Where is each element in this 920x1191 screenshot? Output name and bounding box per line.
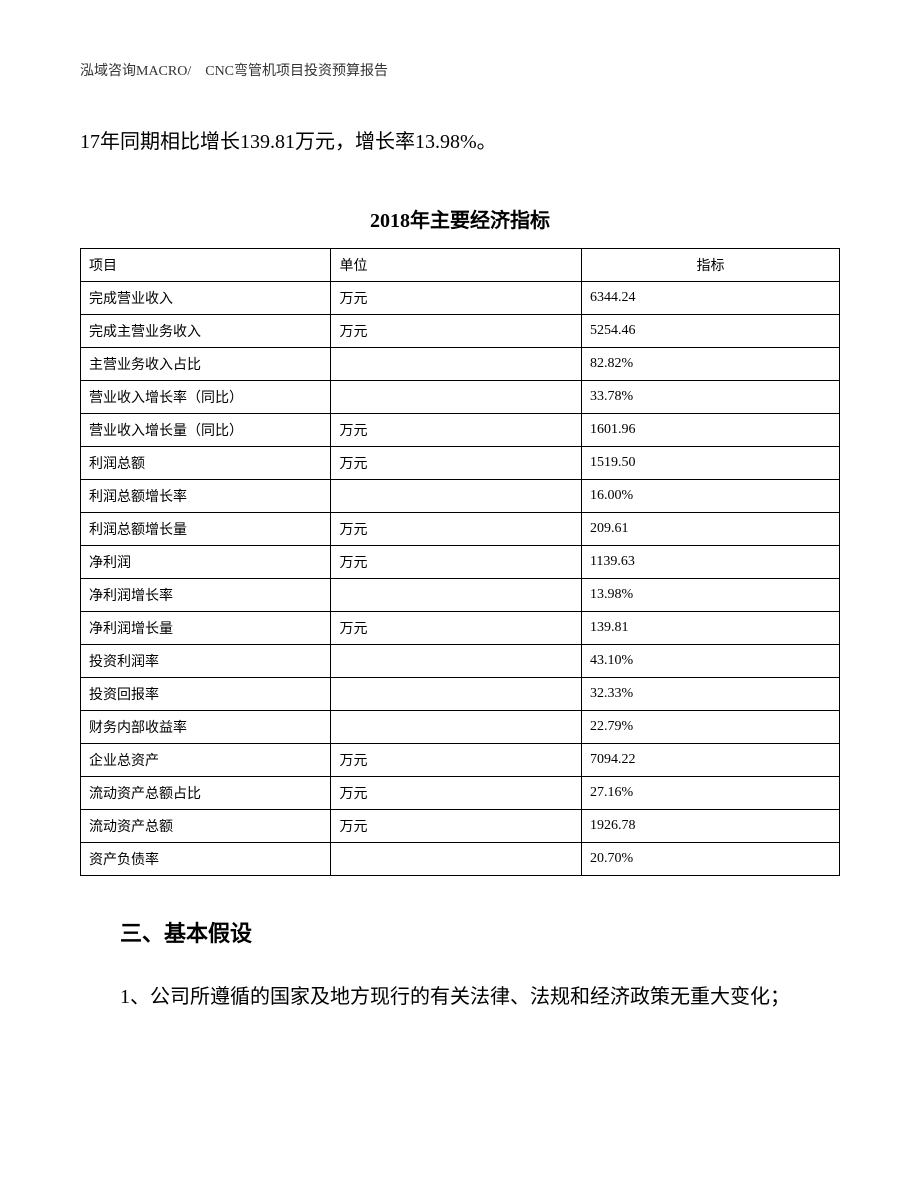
table-row: 财务内部收益率 22.79% xyxy=(81,711,840,744)
table-cell xyxy=(331,678,581,711)
table-row: 营业收入增长率（同比） 33.78% xyxy=(81,381,840,414)
table-cell xyxy=(331,348,581,381)
table-cell: 5254.46 xyxy=(581,315,839,348)
table-cell: 万元 xyxy=(331,315,581,348)
table-cell: 资产负债率 xyxy=(81,843,331,876)
table-cell xyxy=(331,711,581,744)
table-cell: 利润总额 xyxy=(81,447,331,480)
table-row: 净利润 万元 1139.63 xyxy=(81,546,840,579)
table-row: 企业总资产 万元 7094.22 xyxy=(81,744,840,777)
table-cell: 43.10% xyxy=(581,645,839,678)
table-cell: 32.33% xyxy=(581,678,839,711)
table-cell: 营业收入增长率（同比） xyxy=(81,381,331,414)
table-cell: 20.70% xyxy=(581,843,839,876)
table-row: 完成主营业务收入 万元 5254.46 xyxy=(81,315,840,348)
table-cell: 万元 xyxy=(331,447,581,480)
table-row: 完成营业收入 万元 6344.24 xyxy=(81,282,840,315)
table-cell: 完成主营业务收入 xyxy=(81,315,331,348)
table-cell xyxy=(331,381,581,414)
table-cell xyxy=(331,480,581,513)
economic-indicators-table: 项目 单位 指标 完成营业收入 万元 6344.24 完成主营业务收入 万元 5… xyxy=(80,248,840,876)
table-cell: 流动资产总额占比 xyxy=(81,777,331,810)
table-cell: 1139.63 xyxy=(581,546,839,579)
table-row: 净利润增长率 13.98% xyxy=(81,579,840,612)
table-cell xyxy=(331,579,581,612)
table-cell: 净利润增长率 xyxy=(81,579,331,612)
table-title: 2018年主要经济指标 xyxy=(80,204,840,233)
table-header-cell: 项目 xyxy=(81,249,331,282)
table-row: 投资回报率 32.33% xyxy=(81,678,840,711)
table-cell: 1519.50 xyxy=(581,447,839,480)
table-cell: 1926.78 xyxy=(581,810,839,843)
table-cell: 16.00% xyxy=(581,480,839,513)
table-cell: 主营业务收入占比 xyxy=(81,348,331,381)
table-cell: 净利润 xyxy=(81,546,331,579)
section-heading: 三、基本假设 xyxy=(120,916,840,948)
table-cell: 利润总额增长率 xyxy=(81,480,331,513)
table-header-cell: 单位 xyxy=(331,249,581,282)
table-row: 利润总额 万元 1519.50 xyxy=(81,447,840,480)
table-cell: 7094.22 xyxy=(581,744,839,777)
table-cell xyxy=(331,843,581,876)
table-cell: 82.82% xyxy=(581,348,839,381)
table-cell: 万元 xyxy=(331,612,581,645)
table-cell: 企业总资产 xyxy=(81,744,331,777)
table-body: 完成营业收入 万元 6344.24 完成主营业务收入 万元 5254.46 主营… xyxy=(81,282,840,876)
table-row: 主营业务收入占比 82.82% xyxy=(81,348,840,381)
table-cell: 财务内部收益率 xyxy=(81,711,331,744)
table-header-cell: 指标 xyxy=(581,249,839,282)
table-row: 投资利润率 43.10% xyxy=(81,645,840,678)
table-row: 利润总额增长率 16.00% xyxy=(81,480,840,513)
table-cell: 营业收入增长量（同比） xyxy=(81,414,331,447)
table-row: 净利润增长量 万元 139.81 xyxy=(81,612,840,645)
table-cell: 209.61 xyxy=(581,513,839,546)
table-cell: 22.79% xyxy=(581,711,839,744)
table-row: 营业收入增长量（同比） 万元 1601.96 xyxy=(81,414,840,447)
table-cell: 万元 xyxy=(331,414,581,447)
table-cell: 万元 xyxy=(331,777,581,810)
table-row: 流动资产总额 万元 1926.78 xyxy=(81,810,840,843)
page-header: 泓域咨询MACRO/ CNC弯管机项目投资预算报告 xyxy=(80,60,840,80)
table-cell: 27.16% xyxy=(581,777,839,810)
intro-paragraph: 17年同期相比增长139.81万元，增长率13.98%。 xyxy=(80,120,840,164)
table-cell: 流动资产总额 xyxy=(81,810,331,843)
table-row: 利润总额增长量 万元 209.61 xyxy=(81,513,840,546)
table-header-row: 项目 单位 指标 xyxy=(81,249,840,282)
table-cell: 万元 xyxy=(331,744,581,777)
table-cell: 万元 xyxy=(331,513,581,546)
table-cell: 万元 xyxy=(331,546,581,579)
table-cell: 1601.96 xyxy=(581,414,839,447)
table-row: 资产负债率 20.70% xyxy=(81,843,840,876)
table-cell: 完成营业收入 xyxy=(81,282,331,315)
table-cell: 投资利润率 xyxy=(81,645,331,678)
section-body-text: 1、公司所遵循的国家及地方现行的有关法律、法规和经济政策无重大变化； xyxy=(80,973,840,1021)
table-cell: 净利润增长量 xyxy=(81,612,331,645)
table-cell: 投资回报率 xyxy=(81,678,331,711)
table-cell: 万元 xyxy=(331,282,581,315)
table-cell: 33.78% xyxy=(581,381,839,414)
table-cell xyxy=(331,645,581,678)
table-cell: 6344.24 xyxy=(581,282,839,315)
table-row: 流动资产总额占比 万元 27.16% xyxy=(81,777,840,810)
table-cell: 万元 xyxy=(331,810,581,843)
table-cell: 139.81 xyxy=(581,612,839,645)
table-cell: 13.98% xyxy=(581,579,839,612)
table-cell: 利润总额增长量 xyxy=(81,513,331,546)
